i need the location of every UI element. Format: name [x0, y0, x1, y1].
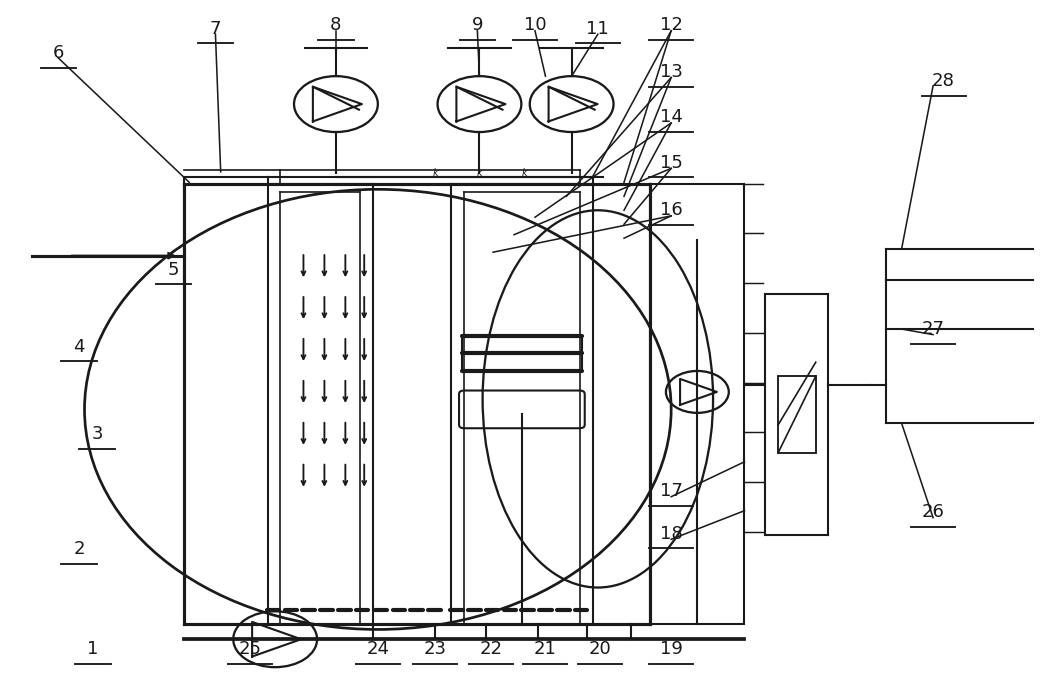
- Text: 4: 4: [73, 337, 85, 356]
- Text: 10: 10: [523, 16, 547, 34]
- Text: 3: 3: [91, 425, 103, 443]
- Text: k: k: [476, 168, 483, 178]
- Text: 15: 15: [660, 154, 683, 172]
- Text: 25: 25: [238, 640, 261, 658]
- Text: 18: 18: [660, 525, 683, 542]
- Text: 7: 7: [210, 20, 221, 38]
- Text: 9: 9: [472, 16, 484, 34]
- Text: 17: 17: [660, 482, 683, 500]
- Text: 26: 26: [922, 503, 944, 521]
- Text: 27: 27: [922, 320, 944, 338]
- Text: 5: 5: [168, 260, 179, 279]
- Text: k: k: [432, 168, 438, 178]
- Text: 12: 12: [660, 16, 683, 34]
- Text: 16: 16: [660, 202, 683, 219]
- Text: 14: 14: [660, 108, 683, 127]
- Text: 13: 13: [660, 63, 683, 81]
- Text: 1: 1: [87, 640, 99, 658]
- Text: 28: 28: [933, 72, 955, 90]
- Text: 8: 8: [330, 16, 342, 34]
- Text: 2: 2: [73, 540, 85, 558]
- Text: 21: 21: [534, 640, 557, 658]
- Text: 24: 24: [366, 640, 389, 658]
- Text: 20: 20: [588, 640, 612, 658]
- Text: k: k: [521, 168, 528, 178]
- Text: 19: 19: [660, 640, 683, 658]
- Bar: [778, 376, 816, 453]
- Text: 23: 23: [424, 640, 447, 658]
- Text: 11: 11: [586, 20, 609, 38]
- Text: 22: 22: [479, 640, 502, 658]
- Text: 6: 6: [52, 44, 64, 62]
